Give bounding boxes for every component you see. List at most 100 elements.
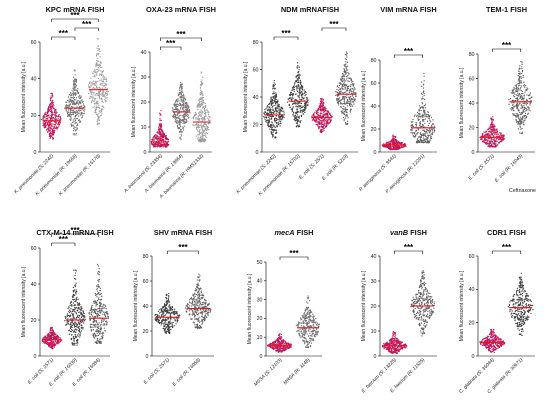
data-point <box>298 97 300 99</box>
data-point <box>204 106 207 109</box>
data-point <box>415 134 417 136</box>
data-point <box>521 66 523 68</box>
data-point <box>301 91 303 93</box>
data-point <box>326 124 328 126</box>
data-point <box>180 93 182 95</box>
data-point <box>102 80 104 83</box>
data-point <box>74 112 77 114</box>
data-point <box>89 82 91 85</box>
data-point <box>346 69 348 71</box>
data-point <box>207 122 209 125</box>
data-point <box>511 109 513 111</box>
data-point <box>344 71 346 73</box>
data-point <box>347 65 349 67</box>
data-point <box>350 100 352 103</box>
data-point <box>43 341 45 343</box>
data-point <box>75 84 77 86</box>
data-point <box>318 105 320 107</box>
category-label: E. coli (S; 2571) <box>467 153 496 182</box>
data-point <box>345 54 348 56</box>
data-point <box>339 99 341 101</box>
data-point <box>321 105 323 108</box>
data-point <box>203 140 205 142</box>
data-point <box>70 114 72 116</box>
data-point <box>295 125 298 128</box>
data-point <box>335 94 337 96</box>
data-point <box>524 91 526 93</box>
data-point <box>488 131 490 133</box>
data-point <box>177 116 179 118</box>
data-point <box>51 100 53 102</box>
data-point <box>50 111 53 114</box>
data-point <box>298 115 300 117</box>
data-point <box>180 85 183 88</box>
category-label: K. pneumoniae (S; 2242) <box>235 153 277 195</box>
data-point <box>295 116 298 118</box>
data-point <box>45 129 48 131</box>
data-point <box>423 119 425 121</box>
data-point <box>517 107 519 109</box>
data-point <box>185 118 188 121</box>
data-point <box>199 141 201 143</box>
data-point <box>293 90 296 93</box>
data-point <box>99 115 101 117</box>
data-point <box>298 102 300 104</box>
data-point <box>183 125 186 127</box>
data-point <box>301 110 303 112</box>
data-point <box>200 72 202 74</box>
data-point <box>527 106 530 108</box>
data-point <box>172 108 174 110</box>
data-point <box>75 99 77 101</box>
data-point <box>183 100 185 102</box>
data-point <box>95 108 98 110</box>
data-point <box>196 105 198 108</box>
data-point <box>183 94 185 97</box>
data-point <box>415 121 417 124</box>
y-tick-label: 0 <box>34 150 37 156</box>
data-point <box>341 75 343 78</box>
data-point <box>345 111 347 114</box>
data-point <box>493 139 495 141</box>
data-point <box>343 98 345 101</box>
data-point <box>512 95 515 97</box>
data-point <box>345 123 347 125</box>
data-point <box>421 123 424 126</box>
data-point <box>184 98 186 101</box>
data-point <box>97 115 99 117</box>
data-point <box>203 124 205 126</box>
data-point <box>530 100 532 102</box>
data-point <box>106 84 108 86</box>
data-point <box>153 138 156 140</box>
data-point <box>48 116 50 118</box>
data-point <box>56 335 58 337</box>
data-point <box>338 95 340 97</box>
data-point <box>198 124 200 127</box>
data-point <box>303 109 305 112</box>
data-point <box>202 134 204 137</box>
data-point <box>295 93 297 95</box>
data-point <box>494 130 496 132</box>
data-point <box>174 114 177 116</box>
data-point <box>518 89 520 91</box>
data-point <box>297 84 299 86</box>
data-point <box>350 102 352 104</box>
data-point <box>415 123 418 125</box>
data-point <box>322 98 324 100</box>
data-point <box>65 110 67 112</box>
data-point <box>517 120 519 123</box>
data-point <box>487 145 489 147</box>
data-point <box>278 103 280 105</box>
data-point <box>520 121 522 123</box>
data-point <box>514 99 517 102</box>
data-point <box>340 79 342 81</box>
data-point <box>102 95 104 98</box>
data-point <box>79 101 82 103</box>
data-point <box>528 107 530 110</box>
data-point <box>420 125 422 128</box>
data-point <box>52 329 54 332</box>
data-point <box>346 102 348 104</box>
data-point <box>344 95 346 98</box>
data-point <box>520 89 522 92</box>
data-point <box>266 109 269 111</box>
data-point <box>57 115 60 117</box>
